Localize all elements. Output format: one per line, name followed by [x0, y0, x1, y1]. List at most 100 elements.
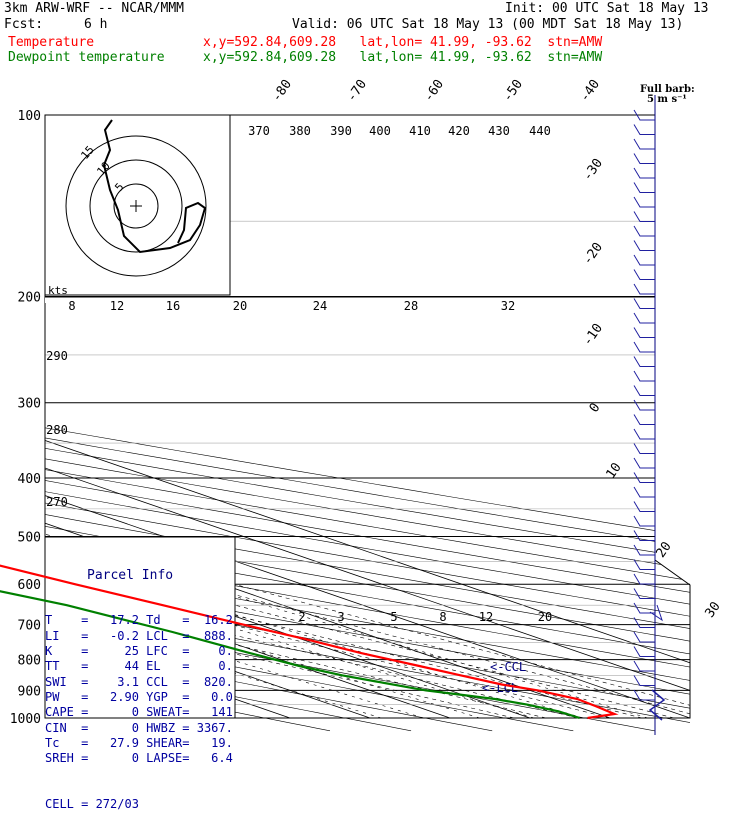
wind-barb: [633, 153, 655, 164]
theta-label: 420: [448, 124, 470, 138]
hodograph-ring: [65, 135, 207, 277]
temperature-tick-label: 20: [653, 539, 674, 560]
wind-barb: [633, 631, 655, 643]
wind-barb: [633, 356, 655, 367]
isotherm-line: [45, 115, 690, 719]
theta-label: 290: [46, 349, 68, 363]
wind-barb: [633, 370, 655, 382]
dry-adiabat-line: [45, 115, 690, 732]
wind-barb: [633, 530, 655, 541]
model-title: 3km ARW-WRF -- NCAR/MMM: [4, 1, 185, 16]
dry-adiabat-line: [45, 115, 493, 732]
isotherm-line: [45, 115, 690, 719]
parcel-row: LI = -0.2 LCL = 888.: [45, 628, 233, 643]
wind-barb: [633, 399, 655, 411]
temperature-tick-label: -50: [500, 77, 526, 105]
speed-axis-label: 16: [166, 299, 180, 313]
wind-barb: [633, 298, 655, 309]
speed-axis-label: 28: [404, 299, 418, 313]
dry-adiabat-line: [45, 115, 690, 732]
dewpoint-location: x,y=592.84,609.28 lat,lon= 41.99, -93.62…: [203, 50, 603, 65]
mixing-ratio-line: [86, 583, 535, 719]
wind-barb: [633, 124, 655, 135]
temperature-location: x,y=592.84,609.28 lat,lon= 41.99, -93.62…: [203, 35, 603, 50]
temperature-tick-label: -40: [577, 77, 603, 105]
wind-barb: [633, 341, 655, 353]
moist-adiabat-line: [45, 296, 547, 719]
theta-label: 400: [369, 124, 391, 138]
hodograph-speed-unit: kts: [48, 284, 68, 297]
dewpoint-legend: Dewpoint temperature: [8, 50, 165, 65]
wind-barb: [633, 602, 655, 614]
temperature-tick-label: -60: [421, 77, 447, 105]
wind-barb: [633, 327, 655, 338]
parcel-cell: CELL = 272/03: [45, 797, 139, 812]
dry-adiabat-line: [45, 115, 690, 732]
wind-barb: [633, 675, 655, 686]
wind-barb: [633, 283, 655, 295]
forecast-label: Fcst:: [4, 17, 44, 32]
pressure-tick-label: 100: [18, 109, 41, 124]
speed-axis-label: 20: [233, 299, 247, 313]
wind-barb: [633, 138, 655, 150]
sounding-line: [0, 590, 580, 720]
wind-barb: [633, 225, 655, 237]
pressure-tick-label: 1000: [10, 712, 41, 727]
theta-label: 390: [330, 124, 352, 138]
hodograph-ring: [89, 159, 183, 253]
mixing-ratio-label: 12: [479, 610, 493, 624]
level-annotation: <-CCL: [490, 660, 526, 674]
wind-barb: [633, 414, 655, 425]
wind-barb: [633, 428, 655, 440]
parcel-row: SWI = 3.1 CCL = 820.: [45, 674, 233, 689]
temperature-legend: Temperature: [8, 35, 95, 50]
init-time: Init: 00 UTC Sat 18 May 13: [505, 1, 709, 16]
mixing-ratio-label: 2: [298, 610, 305, 624]
hodograph-trace: [102, 119, 207, 254]
pressure-tick-label: 300: [18, 397, 41, 412]
dry-adiabat-line: [45, 115, 690, 732]
mixing-ratio-label: 20: [538, 610, 552, 624]
wind-barb: [633, 559, 655, 570]
theta-label: 430: [488, 124, 510, 138]
wind-barb: [633, 211, 655, 222]
hodograph-box: [44, 114, 231, 296]
parcel-row: K = 25 LFC = 0.: [45, 644, 233, 659]
pressure-tick-label: 200: [18, 291, 41, 306]
wind-barb: [633, 443, 655, 454]
parcel-row: CAPE = 0 SWEAT= 141: [45, 705, 233, 720]
valid-time: Valid: 06 UTC Sat 18 May 13 (00 MDT Sat …: [292, 17, 684, 32]
speed-axis-label: 8: [68, 299, 75, 313]
pressure-tick-label: 900: [18, 684, 41, 699]
wind-key-value: 5 m s⁻¹: [646, 94, 687, 105]
parcel-row: T = 17.2 Td = 16.2: [45, 613, 233, 628]
moist-adiabat-line: [45, 296, 643, 719]
parcel-info-rows: T = 17.2 Td = 16.2 LI = -0.2 LCL = 888. K …: [45, 613, 235, 766]
pressure-tick-label: 500: [18, 530, 41, 545]
speed-axis-label: 32: [501, 299, 515, 313]
wind-barb: [633, 385, 655, 396]
temperature-tick-label: -20: [580, 240, 606, 268]
level-annotation: <-LCL: [482, 681, 518, 695]
theta-label: 440: [529, 124, 551, 138]
dry-adiabat-line: [45, 115, 655, 732]
dry-adiabat-line: [45, 115, 690, 732]
wind-key-title: Full barb:: [640, 84, 695, 95]
wind-barb: [633, 501, 655, 512]
dry-adiabat-line: [45, 115, 690, 732]
theta-label: 280: [46, 423, 68, 437]
theta-label: 270: [46, 495, 68, 509]
dry-adiabat-line: [45, 115, 690, 732]
wind-key: Full barb: 5 m s⁻¹: [640, 85, 695, 105]
pressure-tick-label: 800: [18, 654, 41, 669]
mixing-ratio-label: 3: [337, 610, 344, 624]
wind-barb: [633, 269, 655, 280]
parcel-panel-bg: [44, 536, 236, 719]
dry-adiabat-line: [45, 115, 574, 732]
temperature-tick-label: 30: [702, 599, 723, 620]
isotherm-line: [45, 115, 531, 719]
sounding-line: [0, 564, 619, 720]
speed-axis-label: 24: [313, 299, 327, 313]
wind-barb: [633, 196, 655, 208]
dry-adiabat-line: [45, 115, 690, 732]
